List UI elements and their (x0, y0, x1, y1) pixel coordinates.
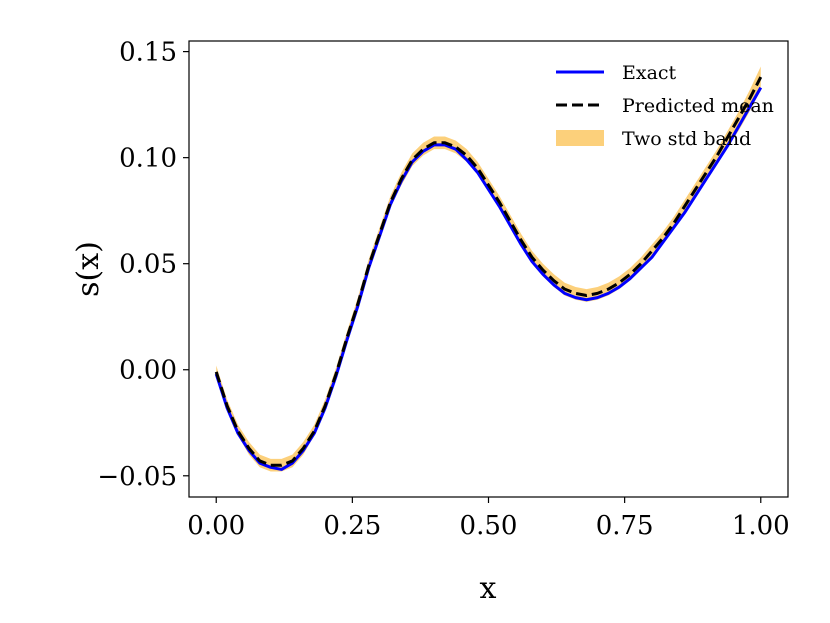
x-tick-label: 0.25 (323, 511, 381, 541)
y-tick-label: 0.15 (119, 38, 177, 68)
x-tick-label: 0.00 (187, 511, 245, 541)
x-tick-label: 0.75 (596, 511, 654, 541)
x-tick-label: 1.00 (732, 511, 790, 541)
y-tick-label: −0.05 (97, 462, 177, 492)
y-tick-label: 0.10 (119, 144, 177, 174)
legend: Exact Predicted mean Two std band (556, 62, 774, 150)
legend-label: Two std band (622, 128, 751, 150)
ticks: 0.00 0.25 0.50 0.75 1.00 −0.05 0.00 0.05 0.10 0.1… (97, 38, 789, 541)
y-tick-label: 0.05 (119, 250, 177, 280)
series-line-exact (214, 86, 763, 471)
legend-swatch-band (556, 130, 604, 146)
legend-label: Predicted mean (622, 95, 774, 117)
x-tick-label: 0.50 (460, 511, 518, 541)
plot-area (214, 66, 763, 472)
legend-label: Exact (622, 62, 677, 84)
x-axis-label: x (480, 571, 497, 606)
series-line-predicted-mean (214, 76, 763, 467)
y-tick-label: 0.00 (119, 356, 177, 386)
y-axis-label: s(x) (71, 241, 106, 297)
